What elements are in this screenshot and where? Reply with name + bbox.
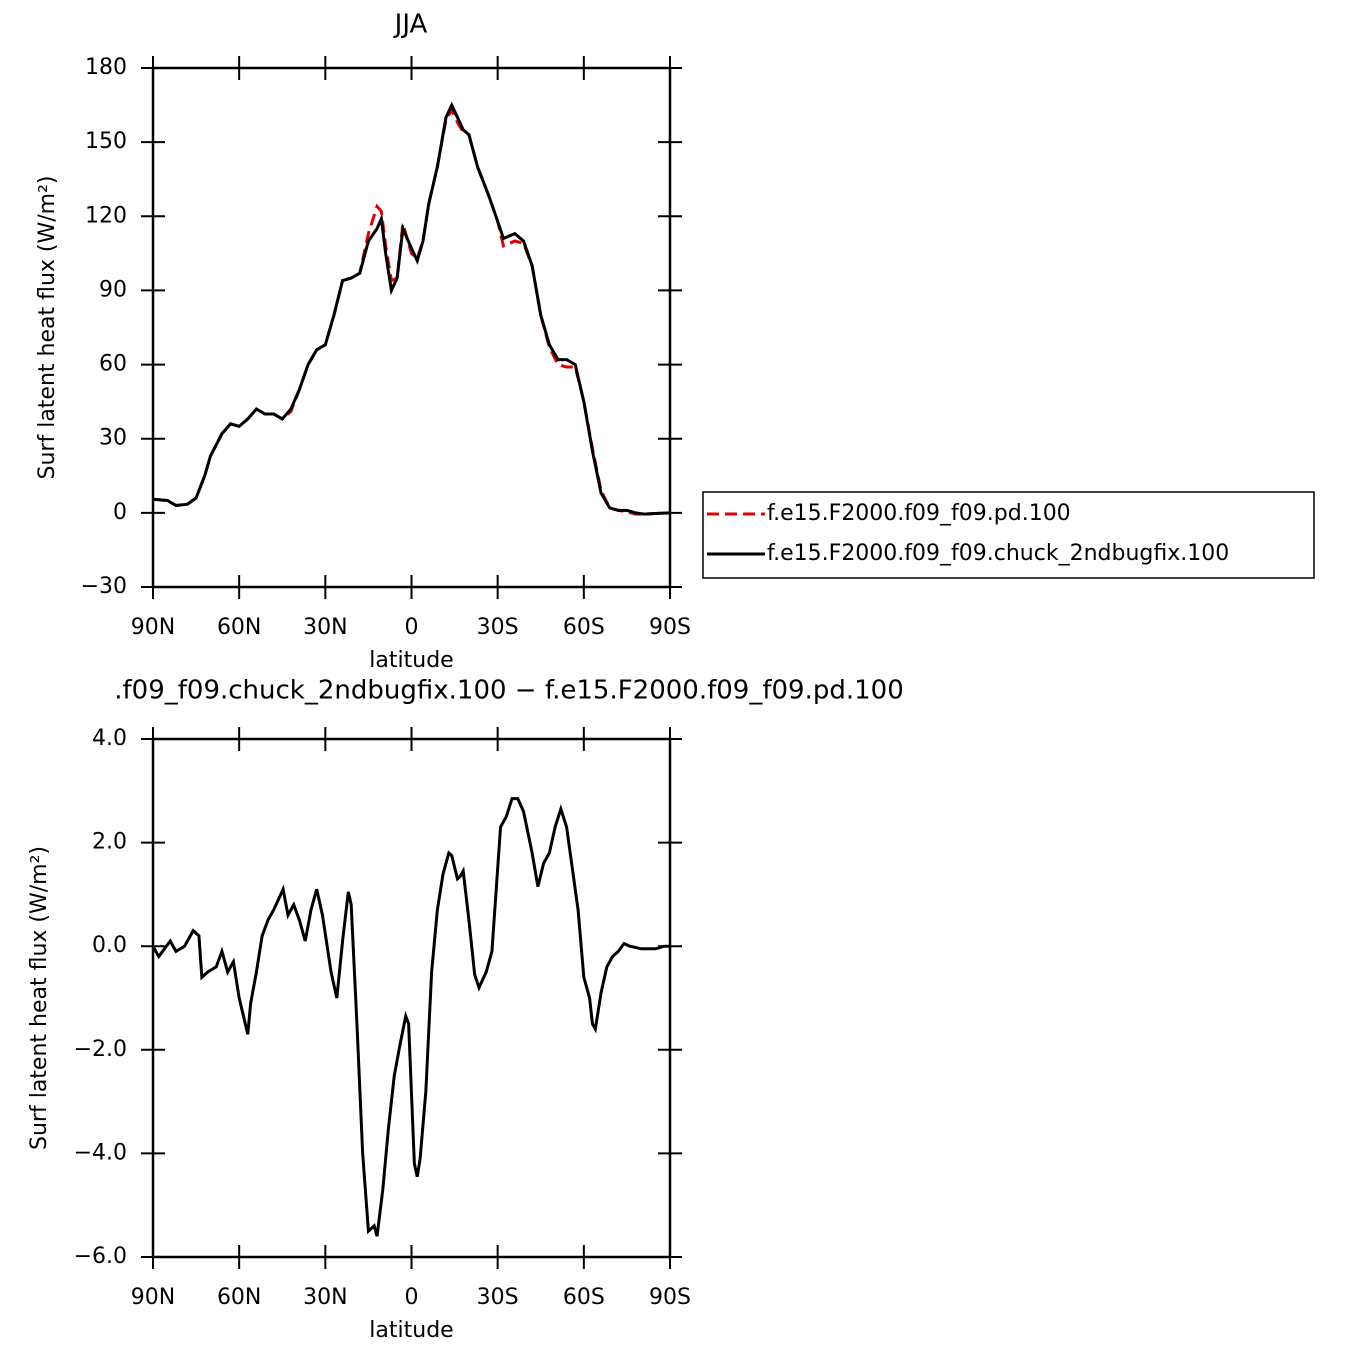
y-tick-label: 0.0 [92, 933, 127, 958]
y-tick-label: −2.0 [74, 1037, 127, 1062]
x-tick-label: 60N [217, 615, 261, 640]
plot-frame [151, 737, 672, 1259]
x-tick-label: 30S [477, 615, 519, 640]
legend-label: f.e15.F2000.f09_f09.chuck_2ndbugfix.100 [767, 541, 1229, 566]
x-tick-label: 90S [649, 1285, 691, 1310]
y-axis-label: Surf latent heat flux (W/m²) [35, 176, 60, 480]
y-tick-label: 60 [99, 352, 127, 377]
x-tick-label: 30S [477, 1285, 519, 1310]
legend-label: f.e15.F2000.f09_f09.pd.100 [767, 501, 1071, 526]
x-tick-label: 90N [131, 615, 175, 640]
y-tick-label: −6.0 [74, 1244, 127, 1269]
x-tick-label: 30N [303, 615, 347, 640]
y-tick-label: 0 [113, 500, 127, 525]
x-tick-label: 60S [563, 615, 605, 640]
y-tick-label: 2.0 [92, 830, 127, 855]
y-axis-label: Surf latent heat flux (W/m²) [27, 846, 52, 1150]
y-tick-label: −30 [81, 574, 127, 599]
y-tick-label: 30 [99, 426, 127, 451]
x-tick-label: 90N [131, 1285, 175, 1310]
x-tick-label: 0 [405, 615, 419, 640]
y-tick-label: 180 [85, 55, 127, 80]
y-tick-label: 120 [85, 203, 127, 228]
x-axis-label: latitude [369, 648, 453, 673]
x-tick-label: 30N [303, 1285, 347, 1310]
y-tick-label: −4.0 [74, 1140, 127, 1165]
data-line [151, 797, 670, 1237]
chart-title: JJA [393, 10, 428, 40]
y-tick-label: 4.0 [92, 726, 127, 751]
x-tick-label: 60N [217, 1285, 261, 1310]
chart-title: .f09_f09.chuck_2ndbugfix.100 − f.e15.F20… [114, 676, 903, 706]
x-axis-label: latitude [369, 1318, 453, 1343]
y-tick-label: 150 [85, 129, 127, 154]
plot-frame [151, 66, 672, 589]
data-line [152, 101, 671, 516]
x-tick-label: 0 [405, 1285, 419, 1310]
x-tick-label: 60S [563, 1285, 605, 1310]
y-tick-label: 90 [99, 277, 127, 302]
x-tick-label: 90S [649, 615, 691, 640]
legend-box [702, 491, 1315, 579]
